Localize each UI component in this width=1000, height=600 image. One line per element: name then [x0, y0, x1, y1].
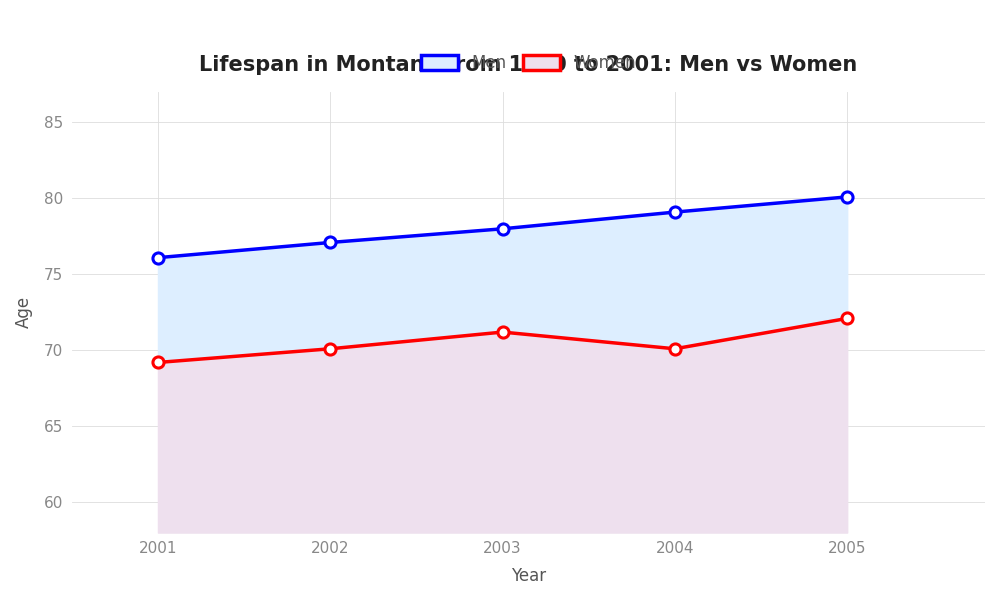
Y-axis label: Age: Age: [15, 296, 33, 328]
Legend: Men, Women: Men, Women: [415, 47, 642, 79]
Title: Lifespan in Montana from 1970 to 2001: Men vs Women: Lifespan in Montana from 1970 to 2001: M…: [199, 55, 858, 75]
X-axis label: Year: Year: [511, 567, 546, 585]
